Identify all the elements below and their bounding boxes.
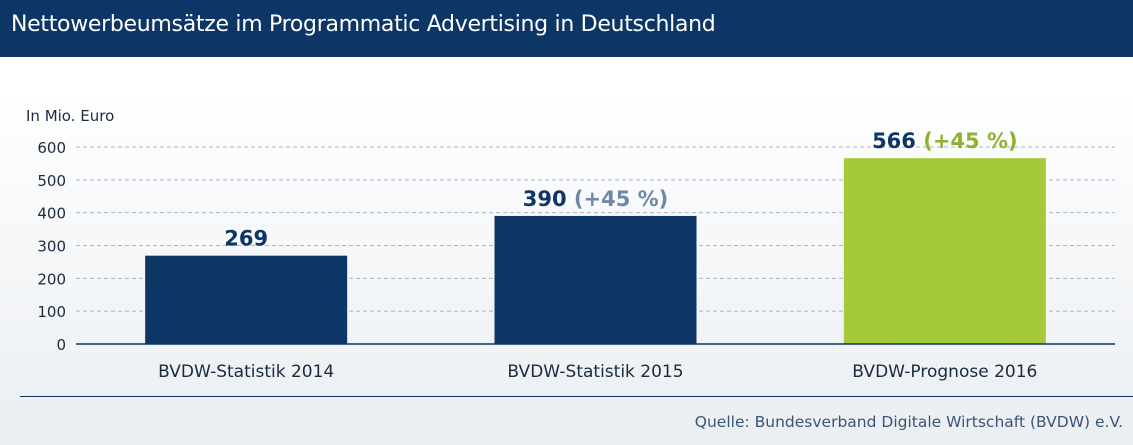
change-label: (+45 %)	[567, 187, 669, 211]
data-label: 269	[224, 227, 268, 251]
bar	[145, 255, 348, 344]
chart-title: Nettowerbeumsätze im Programmatic Advert…	[11, 12, 716, 37]
source-note: Quelle: Bundesverband Digitale Wirtschaf…	[694, 413, 1123, 431]
value-label: 566	[872, 129, 916, 153]
value-label: 390	[523, 187, 567, 211]
footer-divider	[20, 396, 1133, 397]
y-tick-label: 400	[37, 205, 66, 223]
bar	[843, 158, 1046, 344]
category-label: BVDW-Statistik 2014	[158, 362, 334, 382]
title-bar: Nettowerbeumsätze im Programmatic Advert…	[0, 0, 1133, 57]
y-tick-label: 300	[37, 238, 66, 256]
y-tick-label: 600	[37, 139, 66, 157]
category-label: BVDW-Prognose 2016	[852, 362, 1037, 382]
data-label: 566 (+45 %)	[872, 129, 1018, 153]
data-label: 390 (+45 %)	[523, 187, 669, 211]
y-axis-label: In Mio. Euro	[26, 107, 114, 125]
y-tick-label: 0	[56, 336, 66, 354]
change-label: (+45 %)	[916, 129, 1018, 153]
value-label: 269	[224, 227, 268, 251]
bar	[494, 215, 697, 344]
y-tick-label: 200	[37, 270, 66, 288]
y-tick-label: 500	[37, 172, 66, 190]
category-label: BVDW-Statistik 2015	[507, 362, 683, 382]
y-tick-label: 100	[37, 303, 66, 321]
